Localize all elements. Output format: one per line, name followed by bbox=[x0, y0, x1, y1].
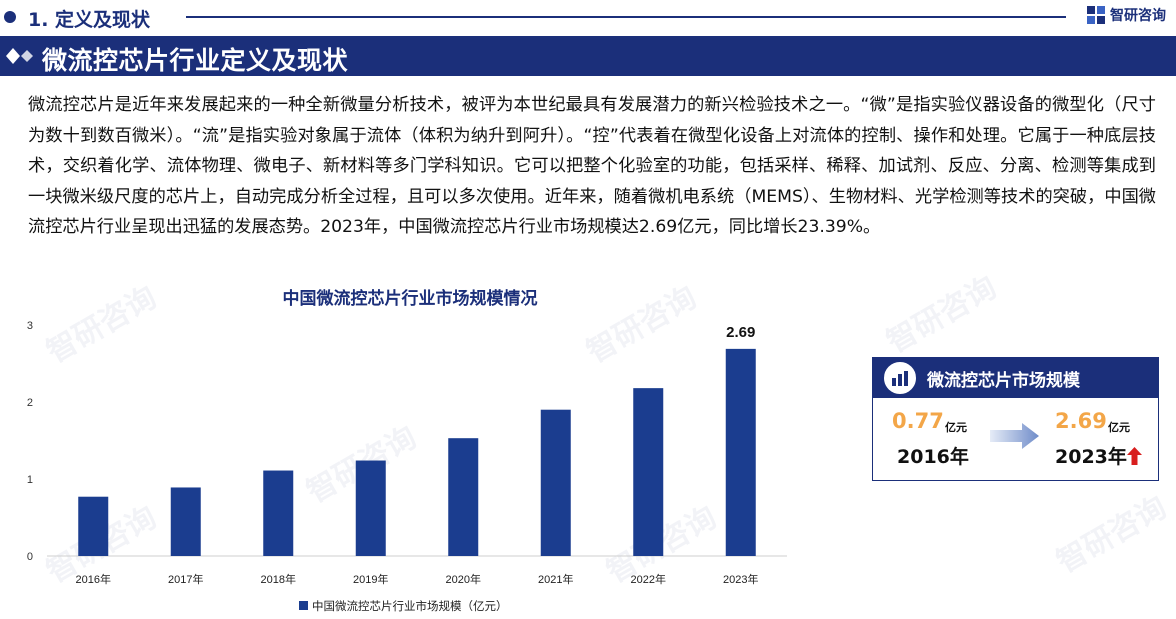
legend-label: 中国微流控芯片行业市场规模（亿元） bbox=[312, 599, 508, 613]
end-value: 2.69 bbox=[1055, 409, 1107, 433]
watermark: 智研咨询 bbox=[1051, 489, 1173, 581]
bar-chart: 0 1 2 3 2016年 2017年 2018年 2019年 2020年 2021年 2022年 2… bbox=[27, 320, 787, 613]
bar bbox=[355, 460, 386, 556]
title-banner: 微流控芯片行业定义及现状 bbox=[0, 36, 1176, 76]
bar bbox=[633, 388, 664, 556]
x-tick-label: 2018年 bbox=[261, 572, 296, 586]
chart-title: 中国微流控芯片行业市场规模情况 bbox=[282, 289, 538, 309]
end-unit: 亿元 bbox=[1108, 421, 1130, 434]
x-tick-label: 2016年 bbox=[76, 572, 111, 586]
brand-name: 智研咨询 bbox=[1110, 8, 1166, 24]
x-tick-label: 2023年 bbox=[723, 572, 758, 586]
bar bbox=[78, 496, 109, 556]
end-year: 2023年 bbox=[1055, 446, 1127, 468]
brand: 智研咨询 bbox=[1086, 5, 1166, 25]
x-tick-label: 2019年 bbox=[353, 572, 388, 586]
bar bbox=[448, 438, 479, 556]
arrow-right-icon bbox=[990, 423, 1039, 449]
card-title: 微流控芯片市场规模 bbox=[927, 371, 1080, 391]
top-header: 1. 定义及现状 智研咨询 bbox=[0, 0, 1176, 34]
start-value: 0.77 bbox=[892, 409, 944, 433]
market-size-card: 微流控芯片市场规模 bbox=[872, 357, 1159, 481]
intro-paragraph: 微流控芯片是近年来发展起来的一种全新微量分析技术，被评为本世纪最具有发展潜力的新… bbox=[28, 95, 1156, 237]
x-tick-label: 2017年 bbox=[168, 572, 203, 586]
y-tick-label: 2 bbox=[27, 397, 33, 409]
chart-badge-icon bbox=[881, 359, 919, 397]
bar bbox=[263, 470, 294, 556]
x-tick-label: 2022年 bbox=[631, 572, 666, 586]
up-arrow-icon bbox=[1127, 447, 1142, 465]
brand-logo-icon bbox=[1087, 6, 1105, 24]
start-year: 2016年 bbox=[897, 446, 969, 468]
x-tick-label: 2021年 bbox=[538, 572, 573, 586]
bar bbox=[540, 409, 571, 556]
start-unit: 亿元 bbox=[945, 421, 967, 434]
header-divider bbox=[186, 16, 1066, 18]
watermark: 智研咨询 bbox=[881, 269, 1003, 361]
page-title: 微流控芯片行业定义及现状 bbox=[42, 46, 349, 75]
diamond-icon bbox=[6, 48, 33, 64]
bullet-dot-icon bbox=[4, 11, 16, 23]
data-label: 2.69 bbox=[726, 324, 755, 341]
card-header: 微流控芯片市场规模 bbox=[873, 358, 1158, 398]
legend-swatch bbox=[299, 601, 308, 610]
bar bbox=[170, 487, 201, 556]
x-tick-label: 2020年 bbox=[446, 572, 481, 586]
y-tick-label: 3 bbox=[27, 320, 33, 332]
section-title: 1. 定义及现状 bbox=[28, 9, 151, 31]
y-tick-label: 1 bbox=[27, 474, 33, 486]
y-tick-label: 0 bbox=[27, 551, 33, 563]
bar bbox=[725, 348, 756, 556]
